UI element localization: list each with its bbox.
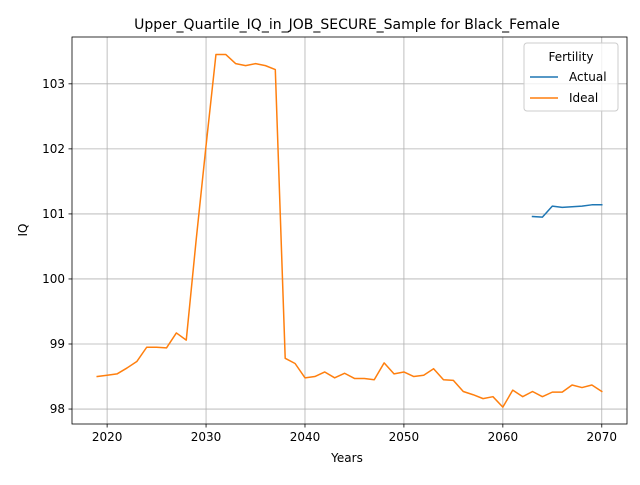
x-tick-label: 2050: [389, 430, 420, 444]
legend-title: Fertility: [548, 50, 593, 64]
y-tick-label: 100: [42, 272, 65, 286]
chart-title: Upper_Quartile_IQ_in_JOB_SECURE_Sample f…: [134, 17, 560, 33]
y-axis-label: IQ: [16, 224, 30, 237]
legend-label-actual: Actual: [569, 70, 607, 84]
y-tick-label: 101: [42, 207, 65, 221]
y-tick-label: 103: [42, 77, 65, 91]
legend: Fertility Actual Ideal: [523, 42, 619, 112]
series-line-actual: [531, 204, 603, 218]
axes: 2020 2030 2040 2050 2060 2070 98 99 100 101 102 103: [42, 36, 628, 444]
x-tick-label: 2060: [488, 430, 519, 444]
grid: [72, 37, 627, 424]
y-tick-label: 98: [50, 402, 65, 416]
x-axis-label: Years: [330, 451, 363, 465]
series-line-ideal: [96, 53, 603, 408]
plot-frame: [71, 36, 628, 425]
x-tick-label: 2070: [586, 430, 617, 444]
x-tick-label: 2030: [191, 430, 222, 444]
legend-box: [523, 42, 619, 112]
legend-label-ideal: Ideal: [569, 91, 598, 105]
x-tick-label: 2040: [290, 430, 321, 444]
y-tick-label: 99: [50, 337, 65, 351]
plot-series: [96, 53, 603, 408]
x-tick-label: 2020: [92, 430, 123, 444]
y-tick-label: 102: [42, 142, 65, 156]
